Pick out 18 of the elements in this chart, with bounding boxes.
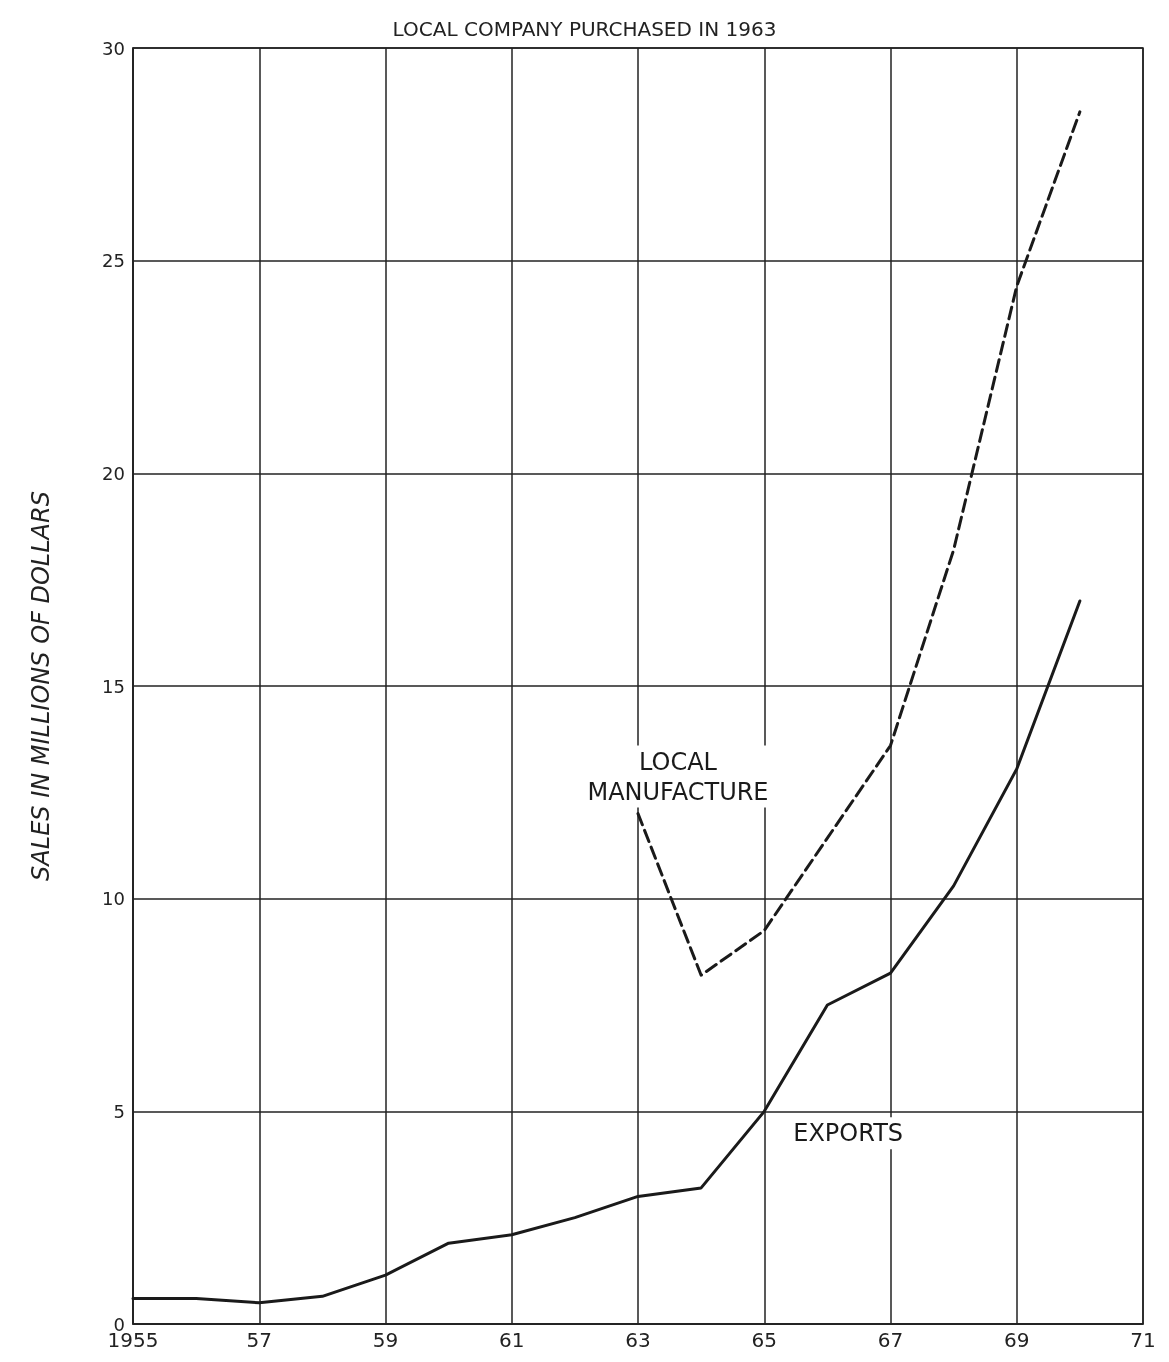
x-tick-label: 59 (372, 1328, 399, 1352)
x-tick-label: 65 (751, 1328, 777, 1352)
y-tick-label: 5 (113, 1100, 125, 1122)
series-label: EXPORTS (793, 1119, 904, 1148)
y-tick-label: 15 (102, 675, 125, 697)
y-axis-title: SALES IN MILLIONS OF DOLLARS (27, 491, 55, 881)
text: LOCAL MANUFACTURE (587, 747, 769, 806)
x-tick-label: 67 (877, 1328, 904, 1352)
y-tick-label: 30 (102, 37, 125, 59)
y-tick-label: 10 (102, 888, 125, 910)
y-tick-label: 25 (102, 250, 125, 272)
y-tick-label: 20 (102, 462, 125, 484)
x-tick-label: 57 (246, 1328, 272, 1352)
x-tick-label: 63 (625, 1328, 651, 1352)
chart-title: LOCAL COMPANY PURCHASED IN 1963 (392, 17, 777, 41)
x-tick-label: 69 (1004, 1328, 1030, 1352)
x-tick-label: 71 (1130, 1328, 1156, 1352)
x-tick-label: 61 (499, 1328, 525, 1352)
